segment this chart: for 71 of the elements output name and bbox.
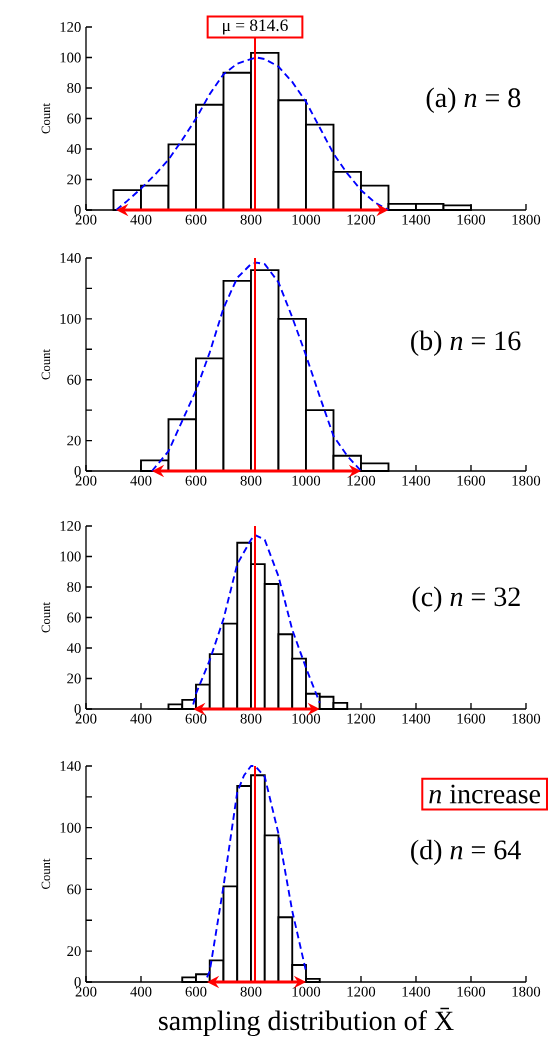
x-tick-label: 400 [130, 475, 152, 486]
x-tick-label: 1200 [347, 713, 376, 724]
x-tick-label: 800 [240, 713, 262, 724]
y-tick-label: 60 [67, 612, 81, 623]
y-tick-label: 40 [66, 643, 81, 653]
y-tick-label: 20 [67, 174, 81, 185]
x-tick-label: 400 [130, 986, 152, 997]
x-tick-label: 1400 [402, 713, 431, 724]
x-tick-label: 1000 [292, 214, 321, 225]
x-tick-label: 1400 [402, 214, 431, 225]
y-tick-label: 80 [67, 582, 81, 592]
x-tick-label: 200 [75, 214, 97, 225]
x-tick-label: 1400 [402, 475, 431, 486]
annotation: n increase [429, 784, 541, 804]
x-tick-label: 1000 [292, 986, 321, 997]
x-tick-label: 1800 [512, 475, 541, 486]
y-tick-label: 140 [60, 761, 81, 771]
y-tick-label: 140 [60, 253, 81, 263]
y-tick-label: 0 [74, 466, 81, 476]
y-tick-label: 60 [67, 113, 81, 124]
x-tick-label: 400 [130, 713, 152, 724]
y-axis-title: Count [41, 602, 51, 633]
annotation: (a) n = 8 [426, 87, 521, 113]
annotation: (d) n = 64 [411, 839, 521, 866]
x-tick-label: 1800 [512, 214, 541, 225]
x-tick-label: 600 [185, 713, 207, 724]
x-tick-label: 400 [130, 214, 152, 225]
y-axis-title: Count [41, 103, 51, 134]
x-tick-label: 1200 [347, 986, 376, 997]
x-tick-label: 200 [75, 475, 97, 486]
y-tick-label: 0 [74, 977, 81, 987]
x-tick-label: 1000 [292, 713, 321, 724]
x-axis-title: sampling distribution of X̄ [158, 1007, 454, 1037]
annotation: (c) n = 32 [412, 586, 520, 612]
x-tick-label: 1200 [347, 214, 376, 225]
ref-line-label: μ = 814.6 [223, 19, 288, 35]
x-tick-label: 200 [75, 713, 97, 724]
y-tick-label: 60 [67, 884, 81, 895]
y-axis-title: Count [41, 858, 51, 889]
y-tick-label: 120 [60, 22, 81, 32]
y-tick-label: 100 [60, 313, 81, 324]
y-tick-label: 20 [67, 673, 81, 684]
x-tick-label: 1200 [347, 475, 376, 486]
x-tick-label: 800 [240, 986, 262, 997]
x-tick-label: 600 [185, 214, 207, 225]
y-tick-label: 0 [74, 205, 81, 215]
x-tick-label: 1000 [292, 475, 321, 486]
x-tick-label: 1600 [457, 475, 486, 486]
y-tick-label: 20 [67, 435, 81, 446]
y-tick-label: 40 [66, 144, 81, 154]
y-tick-label: 120 [60, 521, 81, 531]
x-tick-label: 1600 [457, 986, 486, 997]
x-tick-label: 1800 [512, 713, 541, 724]
x-tick-label: 800 [240, 475, 262, 486]
y-tick-label: 80 [67, 83, 81, 93]
x-tick-label: 800 [240, 214, 262, 225]
y-tick-label: 60 [67, 374, 81, 385]
annotation: (b) n = 16 [411, 330, 521, 356]
x-tick-label: 600 [185, 986, 207, 997]
y-axis-title: Count [41, 349, 51, 380]
y-tick-label: 100 [60, 822, 81, 833]
y-tick-label: 100 [60, 551, 81, 562]
y-tick-label: 20 [67, 946, 81, 957]
x-tick-label: 1600 [457, 214, 486, 225]
y-tick-label: 0 [74, 704, 81, 714]
x-tick-label: 200 [75, 986, 97, 997]
x-tick-label: 1600 [457, 713, 486, 724]
x-tick-label: 600 [185, 475, 207, 486]
x-tick-label: 1800 [512, 986, 541, 997]
x-tick-label: 1400 [402, 986, 431, 997]
y-tick-label: 100 [60, 52, 81, 63]
